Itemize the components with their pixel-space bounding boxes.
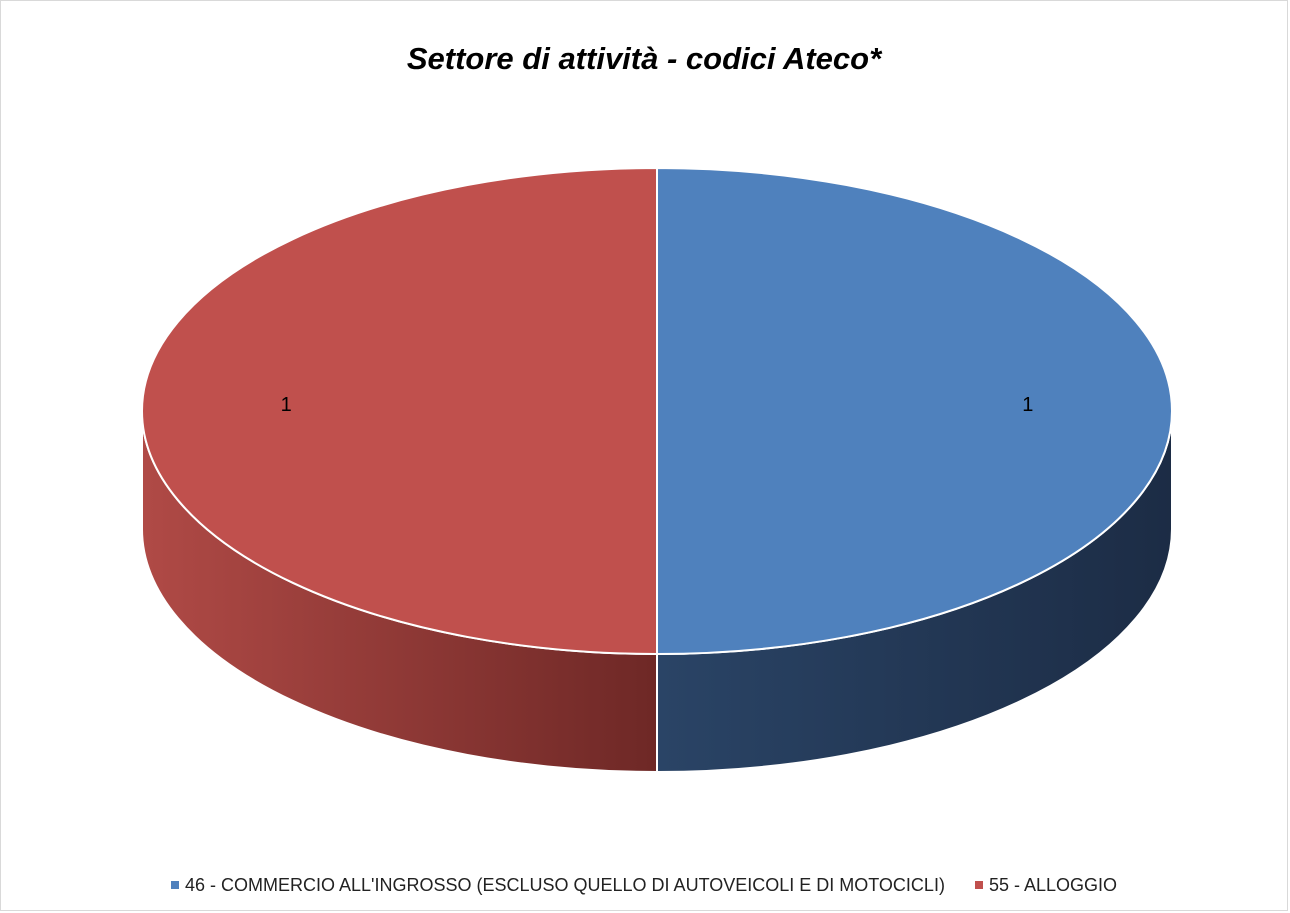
legend-label: 55 - ALLOGGIO (988, 874, 1117, 895)
legend-label: 46 - COMMERCIO ALL'INGROSSO (ESCLUSO QUE… (185, 874, 945, 895)
slice-top-1 (141, 166, 658, 656)
slice-top-0 (656, 166, 1173, 656)
data-label-1: 1 (281, 394, 292, 416)
data-label-0: 1 (1022, 394, 1033, 416)
legend-item-46: 46 - COMMERCIO ALL'INGROSSO (ESCLUSO QUE… (171, 875, 945, 896)
legend: 46 - COMMERCIO ALL'INGROSSO (ESCLUSO QUE… (1, 870, 1287, 900)
legend-swatch-blue (171, 881, 179, 889)
pie-chart: 11 (141, 166, 1173, 774)
legend-swatch-red (974, 881, 983, 889)
legend-item-55: 55 - ALLOGGIO (974, 874, 1117, 896)
chart-title: Settore di attività - codici Ateco* (406, 41, 882, 76)
